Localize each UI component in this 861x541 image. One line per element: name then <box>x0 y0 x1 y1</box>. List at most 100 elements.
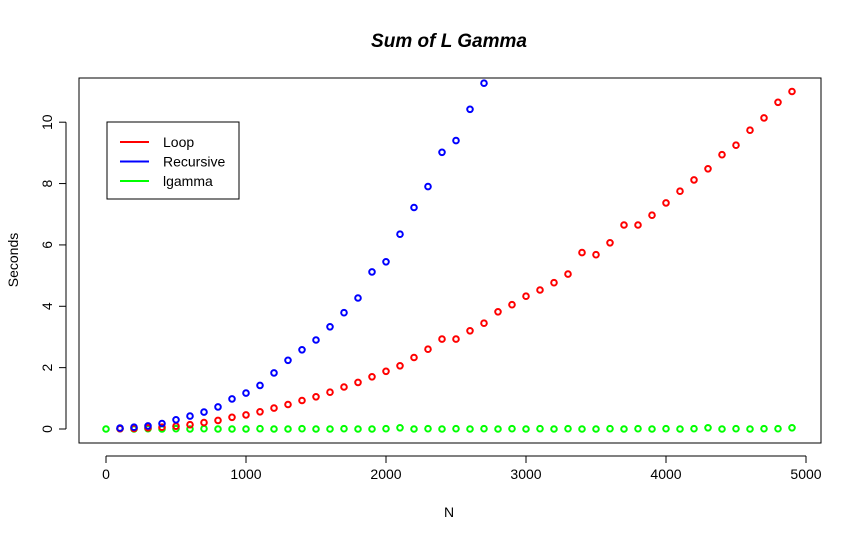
data-point <box>774 98 782 107</box>
data-point <box>732 424 740 433</box>
data-point <box>424 182 432 191</box>
y-tick-label: 2 <box>39 364 55 372</box>
data-point <box>466 327 474 335</box>
data-point <box>606 424 614 433</box>
data-point <box>144 422 152 430</box>
data-point <box>522 425 530 433</box>
data-point <box>340 383 348 391</box>
data-point <box>214 416 222 425</box>
data-point <box>452 136 460 145</box>
data-point <box>256 424 264 433</box>
data-point <box>536 286 544 294</box>
data-point <box>634 424 642 433</box>
data-point <box>438 335 446 343</box>
data-point <box>494 425 502 433</box>
data-point <box>228 413 236 422</box>
data-point <box>466 425 474 433</box>
data-point <box>550 278 558 287</box>
data-point <box>186 425 194 433</box>
data-point <box>284 425 292 433</box>
data-point <box>704 165 712 173</box>
data-point <box>214 425 222 433</box>
data-point <box>186 420 194 429</box>
data-point <box>242 389 250 397</box>
x-tick-label: 0 <box>102 466 110 482</box>
legend-label: lgamma <box>163 173 213 189</box>
data-point <box>466 105 474 114</box>
data-point <box>340 424 348 433</box>
data-point <box>648 211 656 219</box>
data-point <box>676 425 684 433</box>
data-point <box>606 239 614 247</box>
data-point <box>788 87 796 96</box>
data-point <box>494 308 502 316</box>
data-point <box>354 425 362 433</box>
data-point <box>340 308 348 317</box>
data-point <box>396 424 404 432</box>
y-tick-label: 0 <box>39 425 55 433</box>
data-point <box>242 411 250 419</box>
y-tick-label: 6 <box>39 241 55 249</box>
data-point <box>746 425 754 433</box>
data-point <box>200 424 208 433</box>
data-point <box>186 412 194 420</box>
x-tick-label: 1000 <box>230 466 261 482</box>
y-tick-label: 8 <box>39 179 55 187</box>
data-point <box>242 425 250 433</box>
data-point <box>102 425 110 433</box>
data-point <box>508 424 516 433</box>
data-point <box>298 346 306 354</box>
data-point <box>480 79 488 87</box>
data-point <box>620 425 628 433</box>
data-point <box>298 396 306 405</box>
data-point <box>704 424 712 432</box>
data-point <box>410 203 418 212</box>
data-point <box>354 378 362 387</box>
data-point <box>438 425 446 433</box>
data-point <box>270 369 278 377</box>
data-point <box>662 424 670 433</box>
data-point <box>522 292 530 301</box>
data-point <box>620 221 628 229</box>
data-point <box>578 425 586 433</box>
data-point <box>270 425 278 433</box>
legend: Loop Recursive lgamma <box>106 121 240 200</box>
data-point <box>326 388 334 397</box>
data-point <box>270 404 278 412</box>
data-point <box>312 336 320 344</box>
data-point <box>480 424 488 433</box>
data-point <box>116 424 124 432</box>
data-point <box>424 345 432 354</box>
data-points <box>102 79 796 433</box>
data-point <box>312 393 320 401</box>
data-point <box>690 176 698 184</box>
data-point <box>228 425 236 433</box>
data-point <box>396 362 404 370</box>
data-point <box>298 424 306 433</box>
data-point <box>326 323 334 331</box>
data-point <box>676 187 684 195</box>
data-point <box>564 270 572 278</box>
data-point <box>354 294 362 302</box>
data-point <box>662 199 670 207</box>
data-point <box>760 424 768 433</box>
data-point <box>634 221 642 229</box>
data-point <box>130 423 138 432</box>
data-point <box>564 424 572 433</box>
data-point <box>382 424 390 433</box>
data-point <box>788 424 796 432</box>
data-point <box>718 425 726 433</box>
data-point <box>452 335 460 343</box>
chart-title: Sum of L Gamma <box>371 31 527 52</box>
data-point <box>760 114 768 122</box>
data-point <box>368 373 376 381</box>
data-point <box>312 425 320 433</box>
data-point <box>746 126 754 134</box>
data-point <box>438 148 446 157</box>
data-point <box>396 230 404 238</box>
data-point <box>690 424 698 433</box>
series-lgamma <box>102 424 796 433</box>
data-point <box>228 395 236 403</box>
data-point <box>284 356 292 365</box>
